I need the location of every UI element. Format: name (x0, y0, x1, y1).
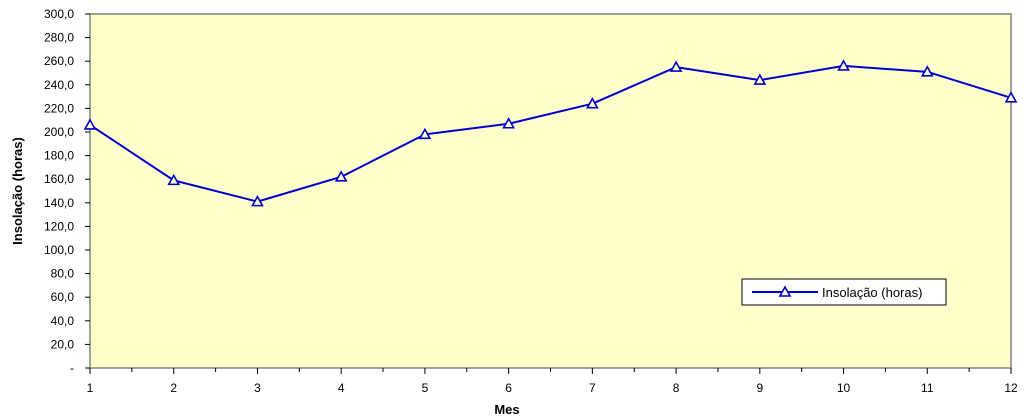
data-point-marker (502, 117, 515, 129)
x-tick-label: 2 (170, 381, 177, 395)
x-tick-label: 3 (254, 381, 261, 395)
y-tick-label: 200,0 (44, 125, 74, 139)
x-tick-label: 6 (505, 381, 512, 395)
y-tick-label: 40,0 (51, 314, 75, 328)
x-axis-title: Mes (494, 402, 519, 417)
y-tick-label: - (70, 361, 74, 375)
data-point-marker (167, 173, 181, 186)
y-tick-label: 240,0 (44, 78, 74, 92)
y-tick-label: 280,0 (44, 31, 74, 45)
data-point-marker (753, 73, 767, 85)
y-tick-label: 100,0 (44, 243, 74, 257)
x-tick-label: 10 (837, 381, 851, 395)
data-point-marker (1004, 91, 1018, 103)
y-tick-label: 120,0 (44, 219, 74, 233)
y-tick-label: 60,0 (51, 290, 75, 304)
data-point-marker (586, 97, 599, 109)
data-point-marker (920, 65, 934, 77)
x-tick-label: 11 (921, 381, 934, 395)
data-point-marker (251, 194, 264, 207)
y-tick-label: 160,0 (44, 172, 74, 186)
y-axis-title: Insolação (horas) (10, 137, 25, 245)
y-tick-label: 140,0 (44, 196, 74, 210)
x-tick-label: 4 (338, 381, 345, 395)
x-axis: 1 2 3 4 5 6 7 8 9 10 11 12 (87, 368, 1018, 395)
x-tick-label: 8 (673, 381, 680, 395)
legend: Insolação (horas) (741, 278, 947, 306)
y-tick-label: 80,0 (51, 267, 75, 281)
data-point-marker (418, 127, 432, 140)
data-point-marker (837, 59, 850, 71)
y-axis: - 20,0 40,0 60,0 80,0 100,0 120,0 140,0 160,0 180… (44, 7, 90, 375)
series-layer (83, 59, 1018, 207)
y-tick-label: 300,0 (44, 7, 74, 21)
series-line (89, 64, 1012, 203)
legend-triangle-icon (778, 285, 792, 297)
legend-label: Insolação (horas) (822, 285, 922, 300)
x-tick-label: 9 (756, 381, 763, 395)
data-point-marker (83, 118, 97, 130)
data-point-marker (669, 60, 683, 72)
x-tick-label: 5 (422, 381, 429, 395)
x-tick-label: 12 (1004, 381, 1018, 395)
data-point-marker (334, 170, 348, 182)
x-tick-label: 7 (589, 381, 596, 395)
y-tick-label: 220,0 (44, 101, 74, 115)
x-tick-label: 1 (87, 381, 94, 395)
y-tick-label: 180,0 (44, 149, 74, 163)
y-tick-label: 260,0 (44, 54, 74, 68)
plot-area (89, 13, 1012, 369)
y-tick-label: 20,0 (51, 337, 75, 351)
